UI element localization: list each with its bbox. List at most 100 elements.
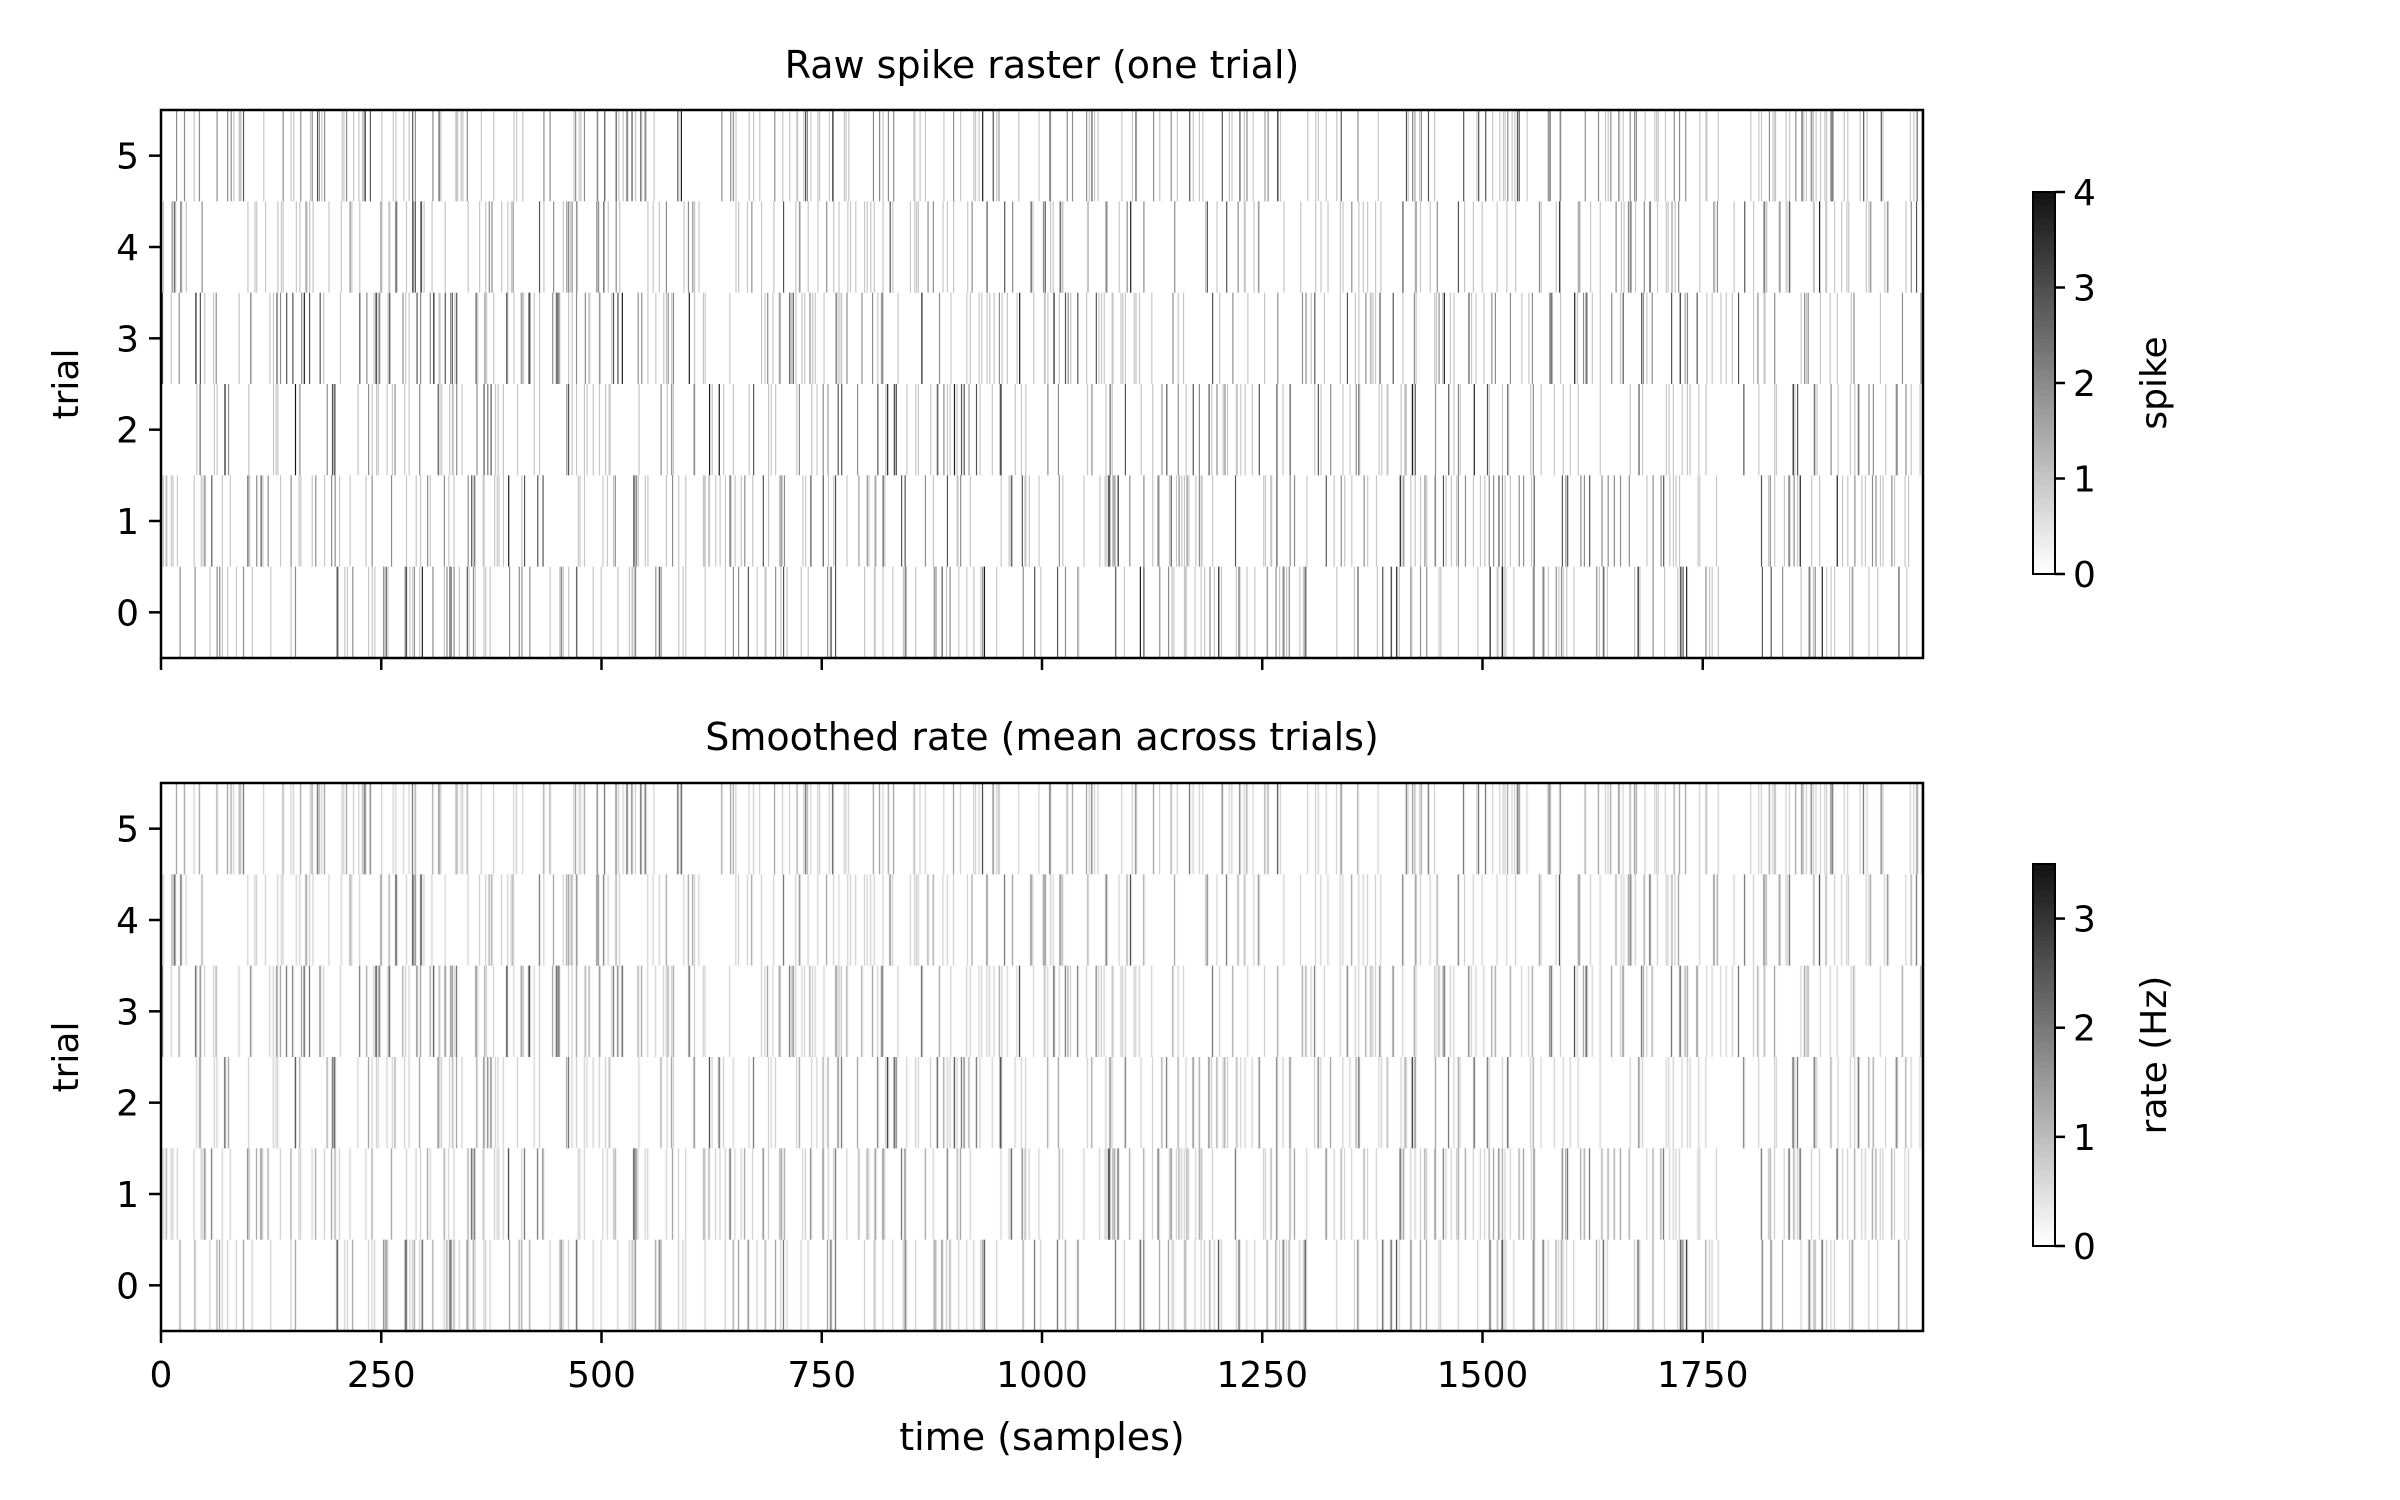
heatmap-cell [848,783,850,875]
heatmap-cell [1639,1057,1641,1149]
heatmap-cell [1021,1057,1023,1149]
heatmap-cell [646,1148,648,1240]
heatmap-cell [212,1148,214,1240]
heatmap-cell [1816,1057,1818,1149]
heatmap-cell [1094,965,1097,1057]
heatmap-cell [1306,1239,1308,1331]
heatmap-cell [1019,965,1021,1057]
heatmap-cell [532,965,534,1057]
heatmap-cell [1086,874,1089,966]
heatmap-cell [773,201,775,293]
heatmap-cell [446,1239,448,1331]
heatmap-cell [1783,475,1785,567]
heatmap-cell [489,566,491,658]
heatmap-cell [1030,201,1032,293]
heatmap-cell [405,1148,408,1240]
heatmap-cell [1678,874,1680,966]
heatmap-cell [863,874,865,966]
heatmap-cell [1283,201,1285,293]
heatmap-cell [678,475,680,567]
heatmap-cell [1121,965,1123,1057]
heatmap-cell [1104,475,1106,567]
heatmap-cell [1123,1239,1126,1331]
heatmap-cell [358,1057,360,1149]
heatmap-cell [1504,475,1506,567]
heatmap-cell [1800,1239,1802,1331]
heatmap-cell [889,874,891,966]
heatmap-cell [1118,201,1120,293]
heatmap-cell [174,201,176,293]
heatmap-cell [1100,965,1102,1057]
heatmap-cell [1516,110,1519,202]
heatmap-cell [571,965,573,1057]
heatmap-cell [494,1148,497,1240]
heatmap-cell [465,783,468,875]
heatmap-cell [1812,566,1815,658]
heatmap-cell [1182,965,1185,1057]
heatmap-cell [180,201,182,293]
heatmap-cell [1879,475,1882,567]
heatmap-cell [807,566,809,658]
heatmap-cell [948,1239,950,1331]
heatmap-cell [1587,965,1589,1057]
heatmap-cell [1375,874,1377,966]
heatmap-cell [936,1057,938,1149]
heatmap-cell [1092,1057,1094,1149]
heatmap-cell [1458,1057,1460,1149]
heatmap-cell [1920,1057,1922,1149]
colorbar-step [2033,484,2055,492]
heatmap-cell [560,566,563,658]
heatmap-cell [775,783,777,875]
heatmap-cell [660,566,662,658]
heatmap-cell [506,292,508,384]
heatmap-cell [1619,1148,1622,1240]
heatmap-cell [443,1148,445,1240]
heatmap-cell [1047,965,1049,1057]
heatmap-cell [449,1057,451,1149]
colorbar-step [2033,223,2055,231]
heatmap-cell [431,201,433,293]
heatmap-cell [901,1148,904,1240]
heatmap-cell [232,783,234,875]
heatmap-cell [1706,1239,1708,1331]
heatmap-cell [1116,475,1119,567]
heatmap-cell [1176,110,1178,202]
heatmap-cell [339,965,342,1057]
heatmap-cell [391,1057,393,1149]
heatmap-cell [1341,1057,1343,1149]
heatmap-cell [1828,965,1830,1057]
heatmap-cell [921,965,923,1057]
heatmap-cell [980,1057,982,1149]
heatmap-cell [1656,874,1658,966]
heatmap-cell [500,874,502,966]
heatmap-cell [1302,1239,1304,1331]
heatmap-cell [171,1148,173,1240]
heatmap-cell [1792,384,1794,476]
heatmap-cell [969,292,971,384]
heatmap-cell [216,110,218,202]
heatmap-cell [441,1057,443,1149]
heatmap-cell [567,965,569,1057]
heatmap-cell [841,292,843,384]
heatmap-cell [1603,1239,1605,1331]
heatmap-cell [1582,1148,1585,1240]
heatmap-cell [251,566,253,658]
heatmap-cell [915,566,917,658]
heatmap-cell [1377,1057,1379,1149]
heatmap-cell [1667,201,1669,293]
heatmap-cell [302,965,305,1057]
heatmap-cell [826,1057,828,1149]
heatmap-cell [771,1057,773,1149]
heatmap-cell [1305,1148,1307,1240]
heatmap-cell [246,1148,248,1240]
heatmap-cell [1059,201,1061,293]
heatmap-cell [539,965,542,1057]
heatmap-cell [420,1239,422,1331]
heatmap-cell [871,292,874,384]
heatmap-cell [1353,1239,1356,1331]
heatmap-cell [1766,201,1768,293]
heatmap-cell [1143,1239,1145,1331]
heatmap-cell [768,1148,771,1240]
heatmap-cell [205,1148,208,1240]
heatmap-cell [1883,1148,1885,1240]
